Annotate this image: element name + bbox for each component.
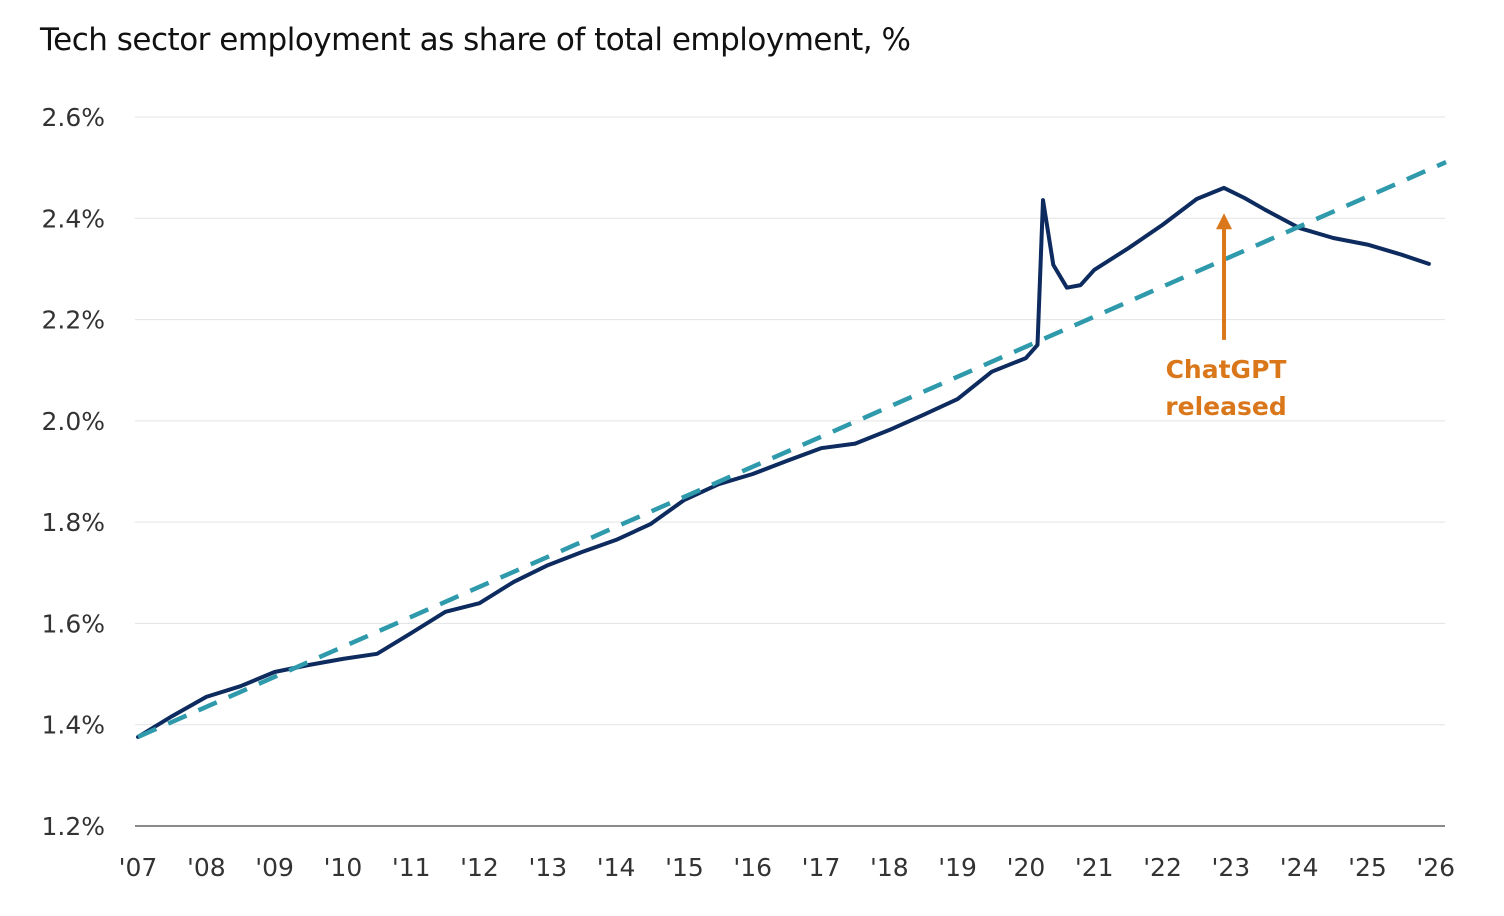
x-tick-label: '13 — [528, 853, 567, 882]
x-tick-label: '21 — [1075, 853, 1114, 882]
y-tick-label: 1.8% — [41, 508, 105, 537]
y-tick-label: 1.2% — [41, 812, 105, 841]
y-tick-label: 2.4% — [41, 204, 105, 233]
x-tick-label: '09 — [255, 853, 294, 882]
x-tick-label: '23 — [1212, 853, 1251, 882]
x-tick-label: '25 — [1348, 853, 1387, 882]
x-tick-label: '17 — [802, 853, 841, 882]
annotation-arrow-head — [1216, 213, 1233, 230]
y-tick-label: 2.0% — [41, 407, 105, 436]
x-tick-label: '14 — [597, 853, 636, 882]
y-tick-label: 2.2% — [41, 306, 105, 335]
x-tick-label: '08 — [187, 853, 226, 882]
x-tick-label: '12 — [460, 853, 499, 882]
trend-line — [137, 160, 1447, 739]
x-tick-label: '07 — [119, 853, 158, 882]
x-tick-label: '19 — [938, 853, 977, 882]
y-tick-label: 1.4% — [41, 711, 105, 740]
chart-title: Tech sector employment as share of total… — [40, 22, 911, 58]
employment-share-line — [136, 185, 1431, 739]
x-tick-label: '20 — [1007, 853, 1046, 882]
x-tick-label: '16 — [733, 853, 772, 882]
annotation-label: released — [1165, 392, 1286, 421]
x-tick-label: '26 — [1416, 853, 1455, 882]
x-tick-label: '22 — [1143, 853, 1182, 882]
x-tick-label: '18 — [870, 853, 909, 882]
x-tick-label: '11 — [392, 853, 431, 882]
annotation-label: ChatGPT — [1166, 355, 1287, 384]
y-tick-label: 1.6% — [41, 609, 105, 638]
x-tick-label: '24 — [1280, 853, 1319, 882]
y-tick-label: 2.6% — [41, 103, 105, 132]
x-tick-label: '10 — [324, 853, 363, 882]
x-tick-label: '15 — [665, 853, 704, 882]
